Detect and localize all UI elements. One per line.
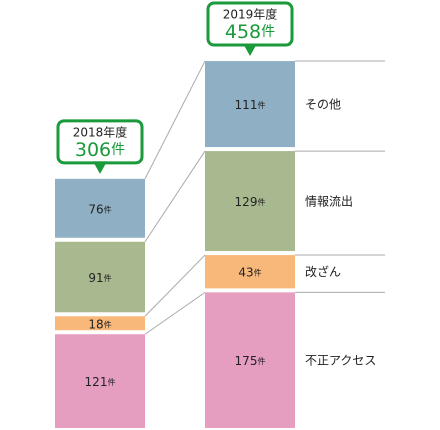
value-label: 18件 — [88, 317, 111, 331]
callout-year: 2018年度 — [73, 124, 128, 139]
bar-segment — [205, 61, 295, 148]
value-unit: 件 — [257, 100, 265, 110]
total-number: 458 — [225, 21, 261, 43]
total-unit: 件 — [111, 142, 125, 158]
value-unit: 件 — [104, 204, 112, 214]
value-number: 43 — [238, 265, 253, 279]
value-label: 43件 — [238, 265, 261, 279]
bar-segment — [55, 316, 145, 331]
legend-label: 不正アクセス — [305, 354, 376, 368]
value-label: 121件 — [85, 375, 116, 389]
callout-total: 306件 — [75, 138, 125, 160]
value-label: 91件 — [88, 271, 111, 285]
value-number: 121 — [85, 375, 108, 389]
value-unit: 件 — [104, 273, 112, 283]
bar-segment — [55, 241, 145, 313]
value-number: 111 — [235, 98, 258, 112]
value-number: 91 — [88, 271, 103, 285]
total-number: 306 — [75, 138, 111, 160]
legend-label: 改ざん — [305, 264, 341, 279]
legend-label: 情報流出 — [305, 195, 353, 209]
value-unit: 件 — [257, 197, 265, 207]
total-unit: 件 — [261, 24, 275, 40]
value-number: 18 — [88, 317, 103, 331]
value-unit: 件 — [254, 267, 262, 277]
connector-line — [144, 150, 206, 243]
bar-segment — [55, 178, 145, 238]
callout-total: 458件 — [225, 21, 275, 43]
value-label: 76件 — [88, 202, 111, 216]
callout-pointer — [243, 43, 257, 57]
callout-year: 2019年度 — [223, 7, 278, 22]
connector-line — [144, 291, 206, 335]
value-label: 175件 — [235, 354, 266, 368]
connector-line — [144, 60, 206, 180]
legend-label: その他 — [305, 98, 341, 112]
value-unit: 件 — [257, 356, 265, 366]
value-unit: 件 — [107, 377, 115, 387]
bar-segment — [205, 151, 295, 252]
value-number: 76 — [88, 202, 103, 216]
callout-pointer — [93, 161, 107, 174]
value-number: 129 — [235, 195, 258, 209]
bar-segment — [205, 292, 295, 428]
bar-segment — [205, 255, 295, 289]
value-number: 175 — [235, 354, 258, 368]
value-label: 111件 — [235, 98, 266, 112]
value-label: 129件 — [235, 195, 266, 209]
connector-line — [144, 254, 206, 317]
value-unit: 件 — [104, 319, 112, 329]
bar-segment — [55, 334, 145, 428]
